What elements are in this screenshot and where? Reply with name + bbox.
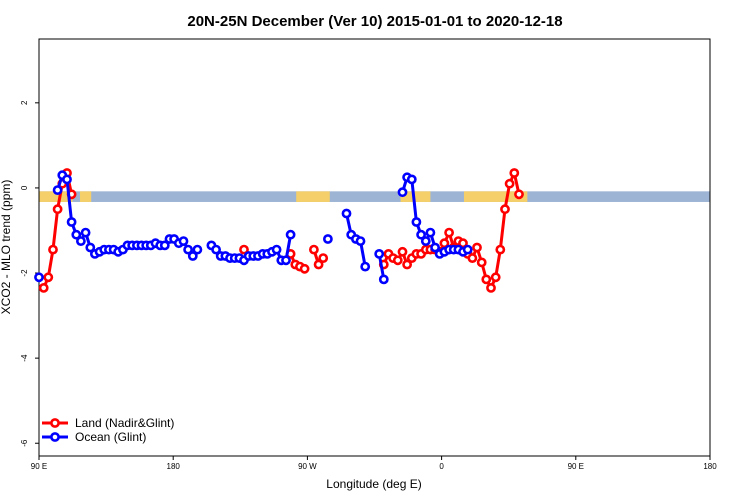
data-point-land <box>48 244 58 255</box>
data-point-land <box>500 204 510 215</box>
data-point-ocean <box>285 229 296 240</box>
data-point-land <box>476 257 487 268</box>
data-point-ocean <box>52 185 63 195</box>
data-point-ocean <box>374 248 385 259</box>
data-point-ocean <box>430 242 440 253</box>
data-point-ocean <box>34 272 44 283</box>
data-point-ocean <box>85 242 96 253</box>
map-land-patch <box>39 191 73 202</box>
y-tick-label: -2 <box>20 269 29 277</box>
map-ocean-band <box>39 191 710 202</box>
data-point-ocean <box>416 229 426 240</box>
legend-item-ocean: Ocean (Glint) <box>42 430 146 444</box>
y-tick-label: -4 <box>20 354 29 362</box>
y-axis-ticks: 2 0 -2 -4 -6 <box>20 100 39 447</box>
x-tick-label: 180 <box>703 462 717 471</box>
data-point-ocean <box>159 240 170 251</box>
map-land-patch <box>463 191 528 202</box>
data-point-ocean <box>281 255 291 266</box>
y-axis-label: XCO2 - MLO trend (ppm) <box>0 180 13 315</box>
data-point-land <box>239 244 249 255</box>
data-point-land <box>397 246 408 257</box>
data-point-land <box>318 253 329 263</box>
data-point-land <box>490 272 501 283</box>
legend-marker-land <box>50 418 60 428</box>
data-point-land <box>43 272 54 283</box>
map-land-patch <box>80 191 92 202</box>
legend-label-ocean: Ocean (Glint) <box>75 430 146 444</box>
x-tick-label: 90 W <box>298 462 317 471</box>
data-point-land <box>308 244 319 255</box>
map-strip <box>39 191 710 202</box>
data-point-ocean <box>178 236 189 246</box>
data-point-ocean <box>406 174 417 185</box>
data-point-ocean <box>322 234 333 244</box>
x-tick-label: 0 <box>439 462 444 471</box>
data-point-ocean <box>187 251 198 261</box>
data-point-ocean <box>425 227 436 238</box>
data-point-ocean <box>341 208 352 219</box>
data-point-ocean <box>80 227 91 238</box>
x-axis-label: Longitude (deg E) <box>326 477 421 491</box>
data-point-land <box>313 259 324 270</box>
data-point-land <box>495 244 506 255</box>
legend-label-land: Land (Nadir&Glint) <box>75 416 174 430</box>
data-point-land <box>439 238 450 249</box>
data-point-ocean <box>62 174 72 185</box>
data-point-ocean <box>360 261 371 272</box>
data-point-ocean <box>411 217 422 227</box>
data-point-ocean <box>378 274 389 285</box>
data-point-ocean <box>271 244 282 255</box>
data-point-ocean <box>462 244 473 255</box>
series-ocean <box>34 170 473 285</box>
data-point-land <box>392 255 403 266</box>
y-tick-label: -6 <box>20 439 29 447</box>
data-point-land <box>514 189 524 200</box>
data-point-ocean <box>192 244 203 255</box>
data-point-land <box>481 274 492 285</box>
series-land <box>38 168 524 293</box>
data-point-land <box>444 227 454 238</box>
chart-title: 20N-25N December (Ver 10) 2015-01-01 to … <box>187 13 562 30</box>
x-axis-ticks: 90 E 180 90 W 0 90 E 180 <box>31 456 717 471</box>
data-point-land <box>38 282 49 293</box>
data-point-land <box>486 282 496 293</box>
legend-marker-ocean <box>50 432 60 442</box>
x-tick-label: 90 E <box>568 462 584 471</box>
data-point-ocean <box>355 236 366 246</box>
data-point-land <box>472 242 482 253</box>
data-point-land <box>299 263 310 274</box>
x-tick-label: 90 E <box>31 462 47 471</box>
data-point-ocean <box>211 244 221 255</box>
map-land-patch <box>296 191 330 202</box>
data-point-ocean <box>397 187 408 198</box>
map-land-patch <box>400 191 431 202</box>
data-point-land <box>467 253 478 263</box>
data-point-land <box>504 178 515 189</box>
data-point-land <box>52 204 63 215</box>
legend: Land (Nadir&Glint) Ocean (Glint) <box>42 416 174 444</box>
plot-frame <box>38 38 711 457</box>
data-point-land <box>402 259 412 270</box>
y-tick-label: 0 <box>20 185 29 190</box>
data-point-ocean <box>71 229 82 240</box>
series-layer <box>34 168 524 293</box>
data-point-ocean <box>183 244 193 255</box>
data-point-ocean <box>420 236 431 246</box>
x-tick-label: 180 <box>167 462 181 471</box>
legend-item-land: Land (Nadir&Glint) <box>42 416 174 430</box>
data-point-land <box>509 168 520 178</box>
data-point-ocean <box>76 236 86 246</box>
data-point-ocean <box>66 217 77 227</box>
y-tick-label: 2 <box>20 100 29 105</box>
data-point-land <box>458 238 468 249</box>
